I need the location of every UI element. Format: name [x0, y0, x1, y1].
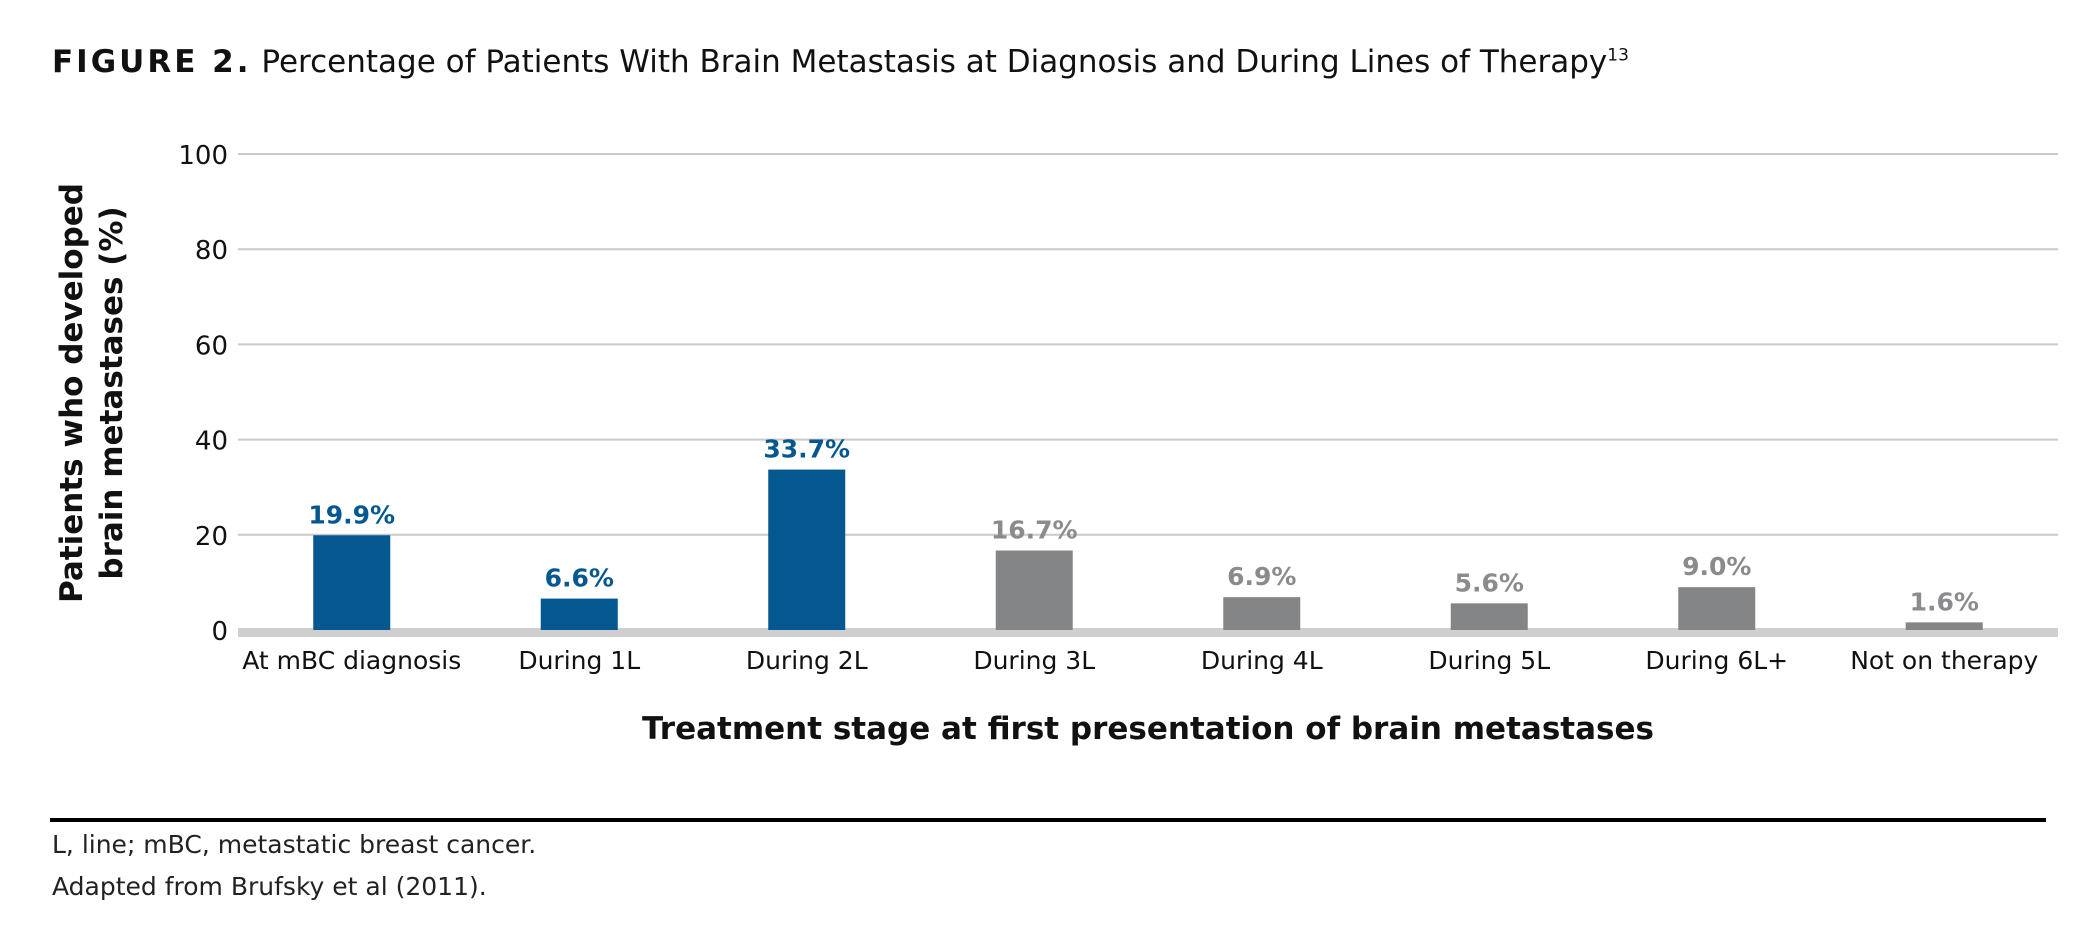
y-axis-title-line: Patients who developed — [54, 183, 90, 603]
data-label: 5.6% — [1455, 568, 1524, 597]
figure-label: FIGURE 2. — [52, 44, 252, 80]
x-category-label: During 1L — [518, 646, 640, 675]
data-label: 6.9% — [1227, 562, 1296, 591]
footnote-divider — [50, 818, 2046, 822]
bar-1 — [313, 535, 391, 630]
x-category-label: Not on therapy — [1850, 646, 2038, 675]
bar-chart: 0 20 40 60 80 100 19.9% At mBC diagnosis 6.6% Dur… — [54, 141, 2058, 747]
y-axis-title-line: brain metastases (%) — [94, 206, 130, 579]
data-label: 33.7% — [763, 435, 850, 464]
x-category-label: During 6L+ — [1645, 646, 1788, 675]
y-tick-label: 0 — [211, 617, 228, 647]
bar-2 — [540, 598, 618, 630]
bar-5 — [1223, 597, 1301, 630]
y-axis-title: Patients who developed brain metastases (… — [54, 183, 130, 603]
bar-8 — [1905, 622, 1983, 630]
x-category-label: At mBC diagnosis — [242, 646, 461, 675]
x-category-label: During 5L — [1428, 646, 1550, 675]
x-category-label: During 4L — [1201, 646, 1323, 675]
figure-title-text: Percentage of Patients With Brain Metast… — [261, 44, 1608, 80]
bar-6 — [1450, 603, 1528, 630]
x-axis-title: Treatment stage at first presentation of… — [642, 711, 1654, 747]
x-category-label: During 2L — [746, 646, 868, 675]
y-tick-label: 20 — [195, 522, 228, 552]
figure-title: FIGURE 2. Percentage of Patients With Br… — [52, 44, 1629, 80]
bar-3 — [768, 469, 846, 630]
y-tick-label: 100 — [178, 141, 228, 171]
data-label: 1.6% — [1910, 587, 1979, 616]
abbreviations-note: L, line; mBC, metastatic breast cancer. — [52, 830, 537, 859]
figure-reference: 13 — [1607, 45, 1629, 66]
bar-4 — [995, 550, 1073, 630]
x-axis-baseline — [238, 628, 2058, 637]
y-tick-label: 80 — [195, 236, 228, 266]
data-label: 9.0% — [1682, 552, 1751, 581]
y-tick-label: 60 — [195, 331, 228, 361]
data-label: 16.7% — [991, 516, 1078, 545]
y-tick-label: 40 — [195, 427, 228, 457]
source-note: Adapted from Brufsky et al (2011). — [52, 872, 487, 901]
data-label: 19.9% — [308, 500, 395, 529]
x-category-label: During 3L — [973, 646, 1095, 675]
data-label: 6.6% — [545, 564, 614, 593]
bar-7 — [1678, 587, 1756, 630]
